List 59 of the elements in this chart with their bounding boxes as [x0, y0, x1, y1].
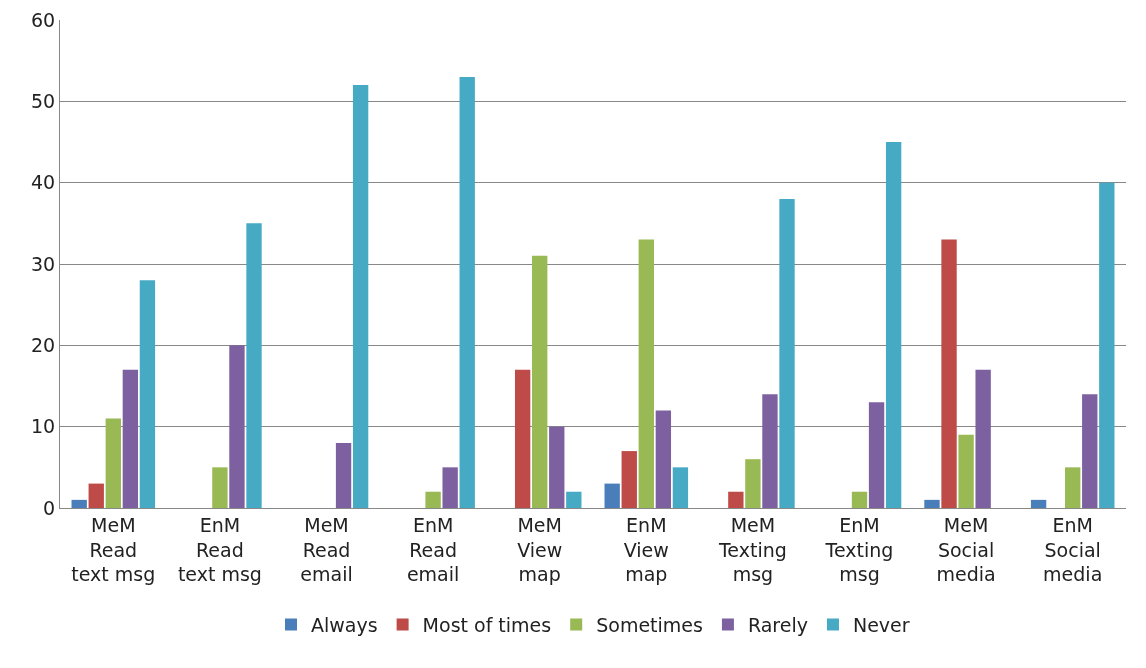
y-tick-label: 60 — [31, 8, 56, 31]
legend-label: Never — [852, 613, 910, 636]
bar — [139, 280, 156, 508]
y-tick-label: 50 — [31, 89, 56, 112]
legend-label: Most of times — [422, 613, 552, 636]
y-tick-label: 30 — [31, 252, 56, 275]
bar — [122, 369, 139, 508]
bar — [532, 255, 548, 508]
bar — [604, 483, 620, 508]
bar — [459, 76, 475, 508]
y-tick-label: 20 — [31, 333, 56, 356]
legend-label: Rarely — [747, 613, 808, 636]
bar — [762, 394, 778, 508]
y-tick-label: 10 — [31, 415, 56, 438]
bar — [549, 426, 565, 508]
x-tick-label: EnM Texting msg — [824, 513, 894, 586]
x-tick-label: EnM Read email — [406, 513, 460, 586]
x-tick-label: EnM Read text msg — [177, 513, 262, 586]
bar — [1065, 467, 1081, 508]
bar — [442, 467, 458, 508]
bar — [779, 198, 795, 508]
bar — [868, 402, 885, 508]
x-tick-label: MeM Read email — [300, 513, 353, 586]
bar — [246, 223, 262, 508]
bar — [958, 434, 974, 508]
bar — [638, 239, 654, 508]
bar — [352, 85, 369, 508]
bar — [88, 483, 104, 508]
x-tick-label: MeM View map — [517, 513, 563, 586]
bar — [1030, 499, 1047, 508]
bar — [745, 459, 761, 508]
bar — [1082, 394, 1098, 508]
bar — [105, 418, 121, 508]
bar — [229, 345, 245, 508]
bar — [621, 451, 637, 508]
bar — [655, 410, 672, 508]
bar — [975, 369, 991, 508]
bar — [566, 491, 582, 508]
x-tick-label: EnM Social media — [1043, 513, 1103, 586]
bar — [335, 442, 352, 508]
bar — [71, 499, 87, 508]
y-tick-label: 0 — [43, 496, 56, 519]
bar — [728, 491, 744, 508]
bar — [425, 491, 441, 508]
bar — [1099, 182, 1115, 508]
y-tick-label: 40 — [31, 171, 56, 194]
x-tick-label: EnM View map — [623, 513, 669, 586]
bar — [672, 467, 689, 508]
bar — [514, 369, 531, 508]
bar — [941, 239, 957, 508]
legend-label: Always — [311, 613, 378, 636]
legend-label: Sometimes — [596, 613, 703, 636]
bar — [851, 491, 868, 508]
x-tick-label: MeM Read text msg — [71, 513, 156, 586]
x-tick-label: MeM Social media — [936, 513, 996, 586]
bar — [924, 499, 940, 508]
bar — [885, 142, 902, 508]
bar — [212, 467, 228, 508]
x-tick-label: MeM Texting msg — [717, 513, 787, 586]
